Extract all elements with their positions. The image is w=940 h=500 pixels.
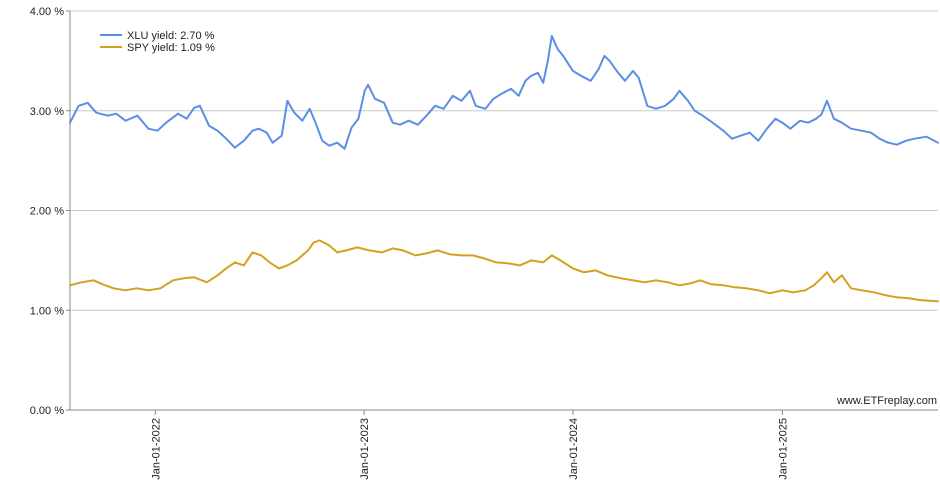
grid-lines	[69, 10, 938, 411]
legend: XLU yield: 2.70 % SPY yield: 1.09 %	[100, 30, 215, 54]
watermark: www.ETFreplay.com	[836, 395, 937, 407]
x-tick-label: Jan-01-2025	[777, 418, 789, 480]
legend-label-xlu: XLU yield: 2.70 %	[127, 30, 215, 42]
y-tick-label: 1.00 %	[30, 305, 64, 317]
series-line-xlu	[69, 34, 939, 150]
series-lines	[69, 34, 939, 303]
series-line-spy	[69, 239, 939, 303]
y-tick-label: 0.00 %	[30, 405, 64, 417]
x-axis-ticks: Jan-01-2022 Jan-01-2023 Jan-01-2024 Jan-01-…	[150, 410, 789, 480]
x-tick-label: Jan-01-2022	[150, 418, 162, 480]
x-tick-label: Jan-01-2024	[568, 418, 580, 480]
y-tick-label: 3.00 %	[30, 106, 64, 118]
y-tick-label: 2.00 %	[30, 206, 64, 218]
legend-label-spy: SPY yield: 1.09 %	[127, 42, 215, 54]
x-tick-label: Jan-01-2023	[359, 418, 371, 480]
y-axis-ticks: 0.00 % 1.00 % 2.00 % 3.00 % 4.00 %	[30, 6, 70, 417]
y-tick-label: 4.00 %	[30, 6, 64, 18]
